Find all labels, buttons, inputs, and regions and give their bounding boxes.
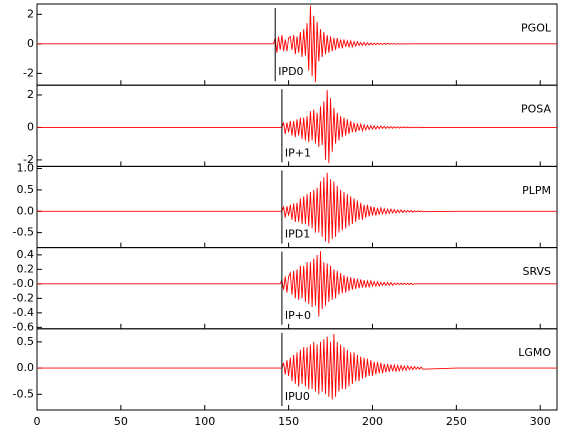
station-label: PLPM: [522, 184, 551, 197]
y-tick-label: -0.2: [13, 291, 34, 304]
x-tick-label: 50: [114, 415, 128, 428]
pick-label: IP+0: [285, 309, 311, 322]
y-tick-label: 0: [27, 120, 34, 133]
y-tick-label: -0.0: [13, 277, 34, 290]
y-tick-label: 0.4: [17, 248, 35, 261]
x-tick-label: 250: [446, 415, 467, 428]
x-tick-label: 100: [194, 415, 215, 428]
y-tick-label: 0.2: [17, 262, 35, 275]
y-tick-label: 2: [27, 88, 34, 101]
y-tick-label: -2: [23, 153, 34, 166]
pick-label: IPD1: [285, 228, 310, 241]
y-tick-label: -0.5: [13, 387, 34, 400]
x-tick-label: 150: [278, 415, 299, 428]
x-tick-label: 0: [34, 415, 41, 428]
y-tick-label: -0.6: [13, 320, 34, 333]
y-tick-label: 0.0: [17, 204, 35, 217]
y-tick-label: -2: [23, 66, 34, 79]
panel-frame: [36, 328, 558, 411]
y-tick-label: 0.0: [17, 361, 35, 374]
y-tick-label: 0.5: [17, 335, 35, 348]
pick-label: IPU0: [285, 390, 310, 403]
station-label: PGOL: [521, 21, 552, 34]
x-tick-label: 300: [530, 415, 551, 428]
waveform: [37, 90, 557, 164]
waveform: [37, 172, 557, 244]
waveform: [37, 334, 557, 400]
y-tick-label: -0.4: [13, 306, 34, 319]
pick-label: IPD0: [278, 65, 303, 78]
y-tick-label: 0: [27, 37, 34, 50]
y-tick-label: -0.5: [13, 226, 34, 239]
waveform: [37, 251, 557, 317]
waveform: [37, 5, 557, 83]
y-tick-label: 0.5: [17, 183, 35, 196]
station-label: LGMO: [518, 346, 551, 359]
pick-label: IP+1: [285, 146, 311, 159]
y-tick-label: 2: [27, 7, 34, 20]
x-tick-label: 200: [362, 415, 383, 428]
station-label: SRVS: [522, 265, 551, 278]
station-label: POSA: [521, 103, 551, 116]
y-tick-label: 1.0: [17, 162, 35, 175]
